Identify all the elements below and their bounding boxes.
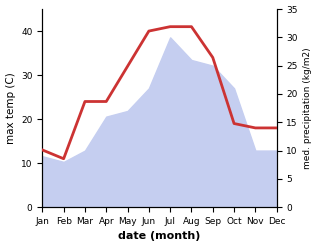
Y-axis label: max temp (C): max temp (C)	[5, 72, 16, 144]
Y-axis label: med. precipitation (kg/m2): med. precipitation (kg/m2)	[303, 47, 313, 169]
X-axis label: date (month): date (month)	[118, 231, 201, 242]
